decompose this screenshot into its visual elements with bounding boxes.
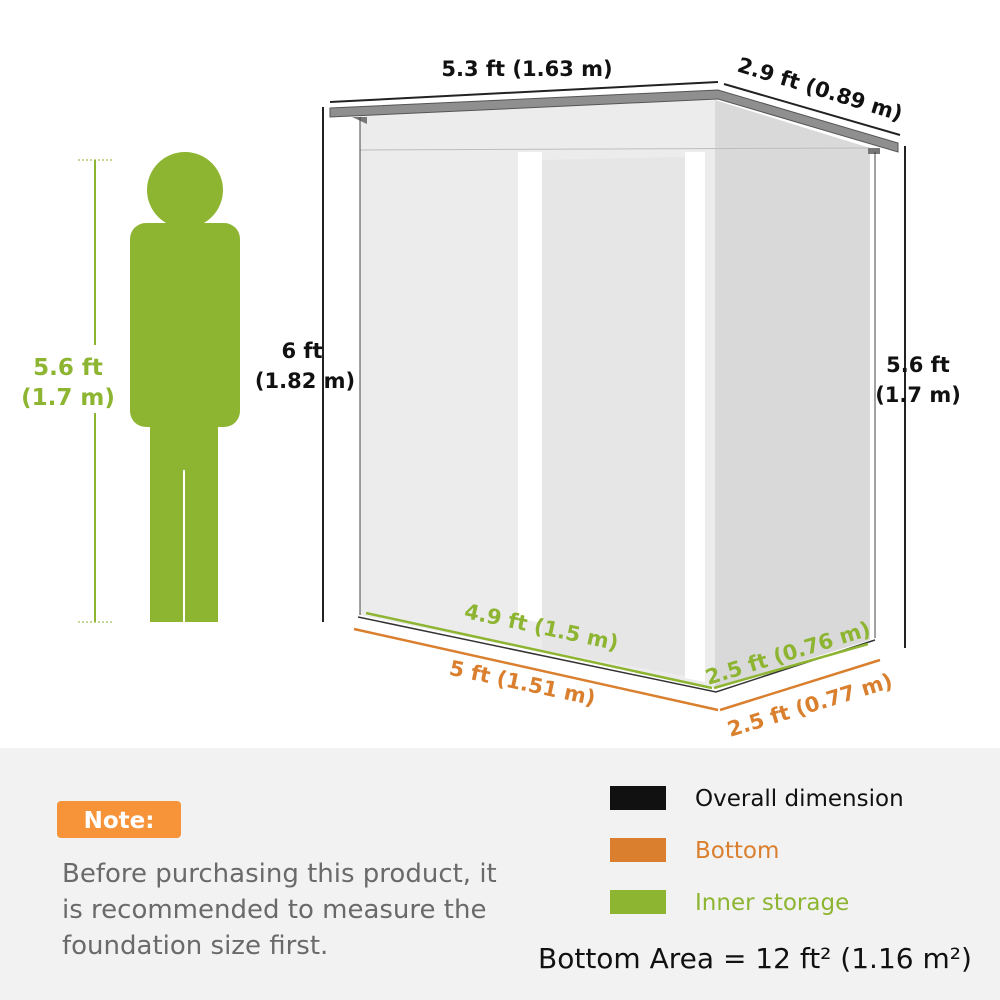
note-badge-label: Note: xyxy=(84,808,155,834)
shed-illustration xyxy=(329,89,899,693)
bottom-lines xyxy=(353,627,881,712)
overall-width-label: 5.3 ft (1.63 m) xyxy=(441,57,612,81)
inner-storage-lines xyxy=(365,611,869,690)
legend-label-inner: Inner storage xyxy=(695,890,849,916)
note-line: foundation size first. xyxy=(62,931,328,961)
side-height-m: (1.7 m) xyxy=(875,383,961,407)
legend-label-overall: Overall dimension xyxy=(695,786,904,812)
person-silhouette xyxy=(130,152,240,622)
bottom-depth-label: 2.5 ft (0.77 m) xyxy=(725,669,896,742)
side-height-ft: 5.6 ft xyxy=(886,353,950,377)
info-panel xyxy=(0,748,1000,1000)
overall-dimension-lines xyxy=(322,81,906,648)
note-line: Before purchasing this product, it xyxy=(62,859,497,889)
overall-height-ft: 6 ft xyxy=(281,339,322,363)
note-line: is recommended to measure the xyxy=(62,895,486,925)
person-height-ft: 5.6 ft xyxy=(33,355,103,381)
legend-swatch-bottom xyxy=(610,838,666,862)
person-height-m: (1.7 m) xyxy=(21,385,115,411)
overall-height-m: (1.82 m) xyxy=(255,369,355,393)
note-badge xyxy=(57,801,181,838)
legend-swatch-overall xyxy=(610,786,666,810)
legend-label-bottom: Bottom xyxy=(695,838,779,864)
bottom-width-label: 5 ft (1.51 m) xyxy=(447,656,597,710)
bottom-area-label: Bottom Area = 12 ft² (1.16 m²) xyxy=(538,942,972,975)
legend-swatch-inner xyxy=(610,890,666,914)
